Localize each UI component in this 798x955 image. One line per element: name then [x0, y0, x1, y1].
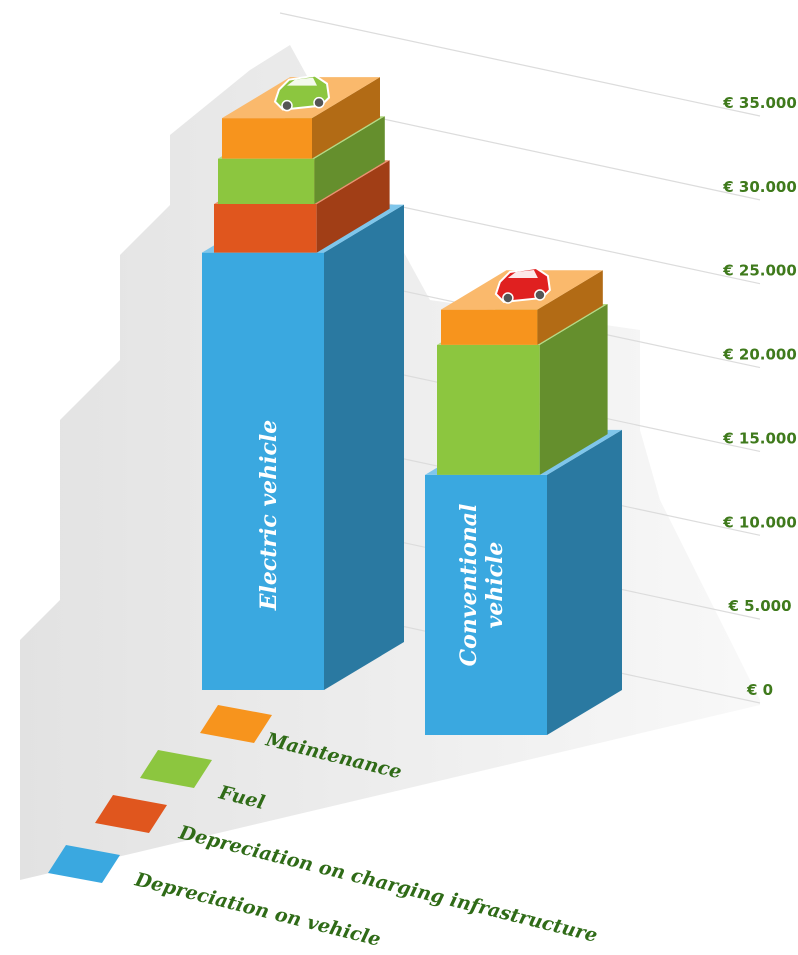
- grid-line: [279, 12, 761, 117]
- y-tick-label: € 35.000: [722, 94, 797, 112]
- red-car-icon: [494, 266, 551, 304]
- bar-segment-electric-vehicle-depreciation-on-vehicle: [202, 204, 404, 690]
- y-tick-label: € 0: [746, 681, 773, 699]
- bar-label-conventional-vehicle: Conventionalvehicle: [456, 504, 508, 667]
- y-tick-label: € 10.000: [722, 513, 797, 531]
- legend-swatch: [200, 705, 272, 743]
- bar-labels: Electric vehicle Conventionalvehicle: [256, 420, 508, 667]
- y-tick-label: € 15.000: [722, 429, 797, 447]
- y-axis-ticks: € 0 € 5.000 € 10.000 € 15.000 € 20.000 € 25.0…: [722, 94, 797, 699]
- bar-label-electric-vehicle: Electric vehicle: [256, 420, 282, 612]
- bar-segment-conventional-vehicle-depreciation-on-vehicle: [425, 429, 622, 735]
- y-tick-label: € 30.000: [722, 178, 797, 196]
- legend-label: Depreciation on charging infrastructure: [176, 821, 600, 947]
- legend-swatch: [48, 845, 120, 883]
- bars: [202, 77, 622, 735]
- car-icons: [273, 74, 551, 304]
- y-tick-label: € 25.000: [722, 262, 797, 280]
- legend-swatch: [95, 795, 167, 833]
- green-car-icon: [273, 74, 331, 112]
- y-tick-label: € 5.000: [727, 597, 791, 615]
- legend-swatch: [140, 750, 212, 788]
- y-tick-label: € 20.000: [722, 346, 797, 364]
